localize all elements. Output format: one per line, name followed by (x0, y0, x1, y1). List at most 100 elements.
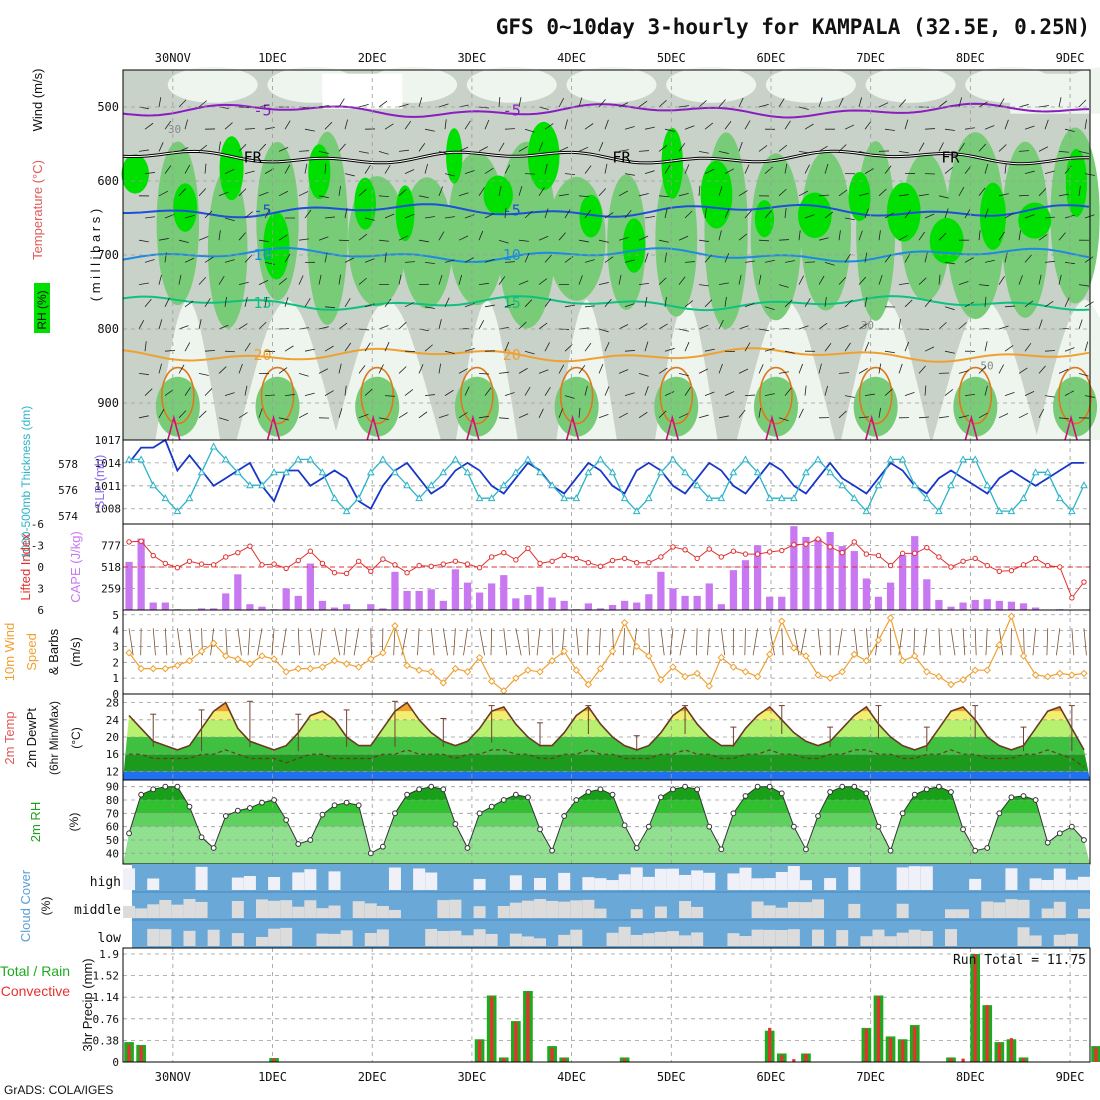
date-label-bottom: 30NOV (155, 1070, 191, 1084)
precip-tick-label: 0.76 (93, 1013, 120, 1026)
wind-barb (838, 276, 847, 285)
wind-barb (438, 274, 443, 285)
wind-barb (324, 390, 334, 396)
wind-barb (838, 325, 849, 330)
wind-barb-10m (1071, 628, 1075, 656)
cloud-cell (630, 934, 643, 946)
cape-tick-label: 518 (101, 561, 121, 574)
lifted-index-point (634, 560, 640, 566)
cloud-cell (449, 899, 462, 918)
wind-speed-point (983, 666, 991, 674)
wind-barb-10m (962, 628, 966, 656)
cloud-cell (679, 901, 692, 918)
cloud-cell (147, 878, 160, 890)
precip-convective-bar (768, 1027, 772, 1062)
wind-barb (278, 367, 288, 374)
wind-barb (378, 239, 389, 242)
wind-barb (284, 253, 291, 263)
thickness-point (294, 455, 303, 463)
wind-barb (1018, 367, 1028, 374)
precip-total-legend: Total / Rain (0, 963, 70, 979)
wind-barb (698, 100, 707, 108)
wind-barb (604, 119, 609, 130)
thickness-point (499, 481, 508, 489)
wind-axis-label: Wind (m/s) (30, 69, 45, 132)
rh-point (512, 791, 519, 798)
wind-barb (424, 128, 435, 132)
date-label-top: 30NOV (155, 51, 191, 65)
isotherm-hot-contour (565, 414, 580, 441)
wind-barb (984, 259, 995, 263)
cloud-cell (908, 929, 921, 946)
wind-barb (538, 141, 544, 152)
wind-barb (224, 168, 235, 174)
cloud-cell (1017, 899, 1030, 918)
lifted-index-point (283, 565, 289, 572)
isotherm-warm-contour (161, 366, 195, 425)
wind-barb (204, 350, 216, 352)
cape-bar (923, 579, 931, 610)
temperature-tick-label: 28 (106, 697, 119, 710)
wind-barb (1044, 350, 1056, 352)
rh-point (730, 810, 737, 817)
wind-barb (978, 187, 986, 197)
wind-barb (724, 252, 730, 263)
wind-speed-point (403, 661, 411, 670)
wind-barb (198, 236, 209, 241)
wind-barb (738, 409, 746, 419)
lifted-index-point (658, 554, 664, 560)
wind-barb (298, 150, 310, 152)
precip-convective-bar (1021, 1058, 1026, 1062)
wind-barb (638, 150, 649, 152)
rh-saturated-region (797, 192, 832, 239)
wind-barb (578, 239, 589, 243)
wind-barb (578, 195, 589, 198)
wind-barb (1024, 390, 1035, 396)
wind-barb (378, 100, 388, 108)
thickness-point (125, 455, 133, 463)
wind-barb (644, 252, 649, 263)
wind-barb (998, 364, 1004, 374)
wind-barb (798, 190, 809, 197)
wind-barb (504, 392, 515, 396)
wind-barb (724, 120, 732, 130)
wind-speed-tick-label: 2 (112, 656, 119, 669)
rh-moist-region (255, 376, 300, 437)
isotherm-line (122, 347, 1090, 363)
wind-barb (784, 387, 792, 396)
wind-barb (944, 350, 955, 354)
cloud-cell (666, 931, 679, 946)
wind-barb (218, 141, 221, 152)
wind-barb (178, 188, 187, 197)
wind-barb (698, 284, 709, 287)
wind-barb (1058, 417, 1069, 420)
wind-barb-10m (318, 628, 323, 656)
wind-barb (138, 415, 149, 419)
wind-barb (324, 252, 328, 263)
cloud-level-label: middle (74, 903, 121, 918)
wind-barb (758, 239, 770, 242)
wind-barb-10m (837, 628, 843, 656)
wind-barb (464, 170, 475, 174)
wind-barb (758, 274, 762, 285)
wind-speed-point (1080, 669, 1088, 678)
wind-barb (1058, 368, 1069, 374)
cape-tick-label: 777 (101, 540, 121, 553)
wind-barb (298, 191, 309, 197)
wind-barb (424, 216, 435, 219)
isotherm-line (122, 150, 1089, 165)
cloud-cell (920, 931, 933, 946)
wind-barb (864, 393, 875, 396)
lifted-index-point (464, 561, 471, 567)
wind-barb (1018, 275, 1023, 285)
wind-barb-10m (1046, 628, 1049, 656)
rh-saturated-region (354, 177, 376, 230)
cloud-cell (654, 931, 667, 946)
lifted-index-point (803, 541, 809, 547)
wind-barb (624, 350, 636, 352)
thickness-point (173, 507, 182, 515)
wind-barb (438, 363, 442, 374)
wind-barb (658, 277, 667, 285)
wind-barb (718, 99, 726, 108)
slp-thickness-frame (122, 439, 1091, 525)
